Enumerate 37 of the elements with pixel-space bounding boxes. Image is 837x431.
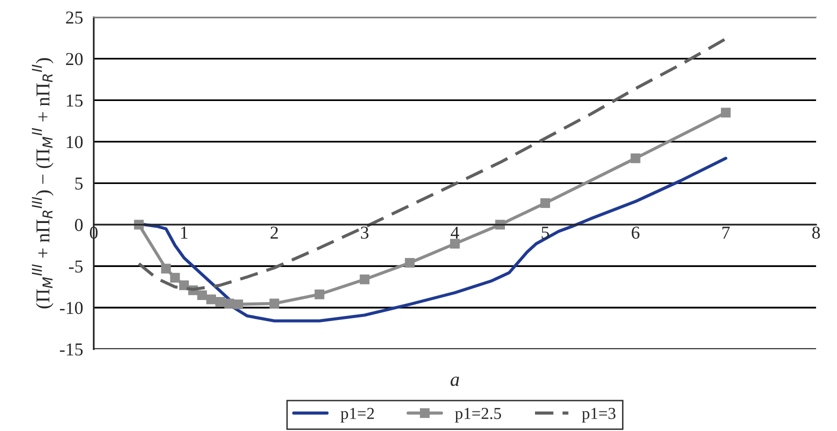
x-tick-label: 4 [450,226,460,239]
point [215,296,226,307]
x-tick-label: 8 [812,226,820,239]
y-tick-label: 25 [66,12,83,24]
y-tick-label: -5 [68,260,83,273]
x-tick-label: 1 [181,226,188,239]
point [720,108,731,118]
point [630,153,640,164]
point [360,274,370,284]
x-tick-label: 6 [632,226,640,239]
point [404,258,415,268]
y-tick-label: 5 [75,178,83,190]
point [206,294,216,304]
text: (Π$_{M}$$^{III}$ + nΠ$_{R}$$^{III}$) − (Π$_{M}$$^{II}$ + nΠ$_{R}$$^{II}$) [32,58,54,308]
point [224,298,234,308]
point [233,299,244,310]
point [450,238,460,249]
x-tick-label: 7 [722,226,730,239]
y-tick-label: 20 [66,52,83,66]
point [170,272,180,283]
legend-label: p1=2.5 [455,408,502,422]
y-tick-label: 10 [66,136,83,148]
x-tick-label: 2 [270,226,278,239]
y-tick-label: 15 [66,94,83,107]
y-tick-label: -15 [60,343,83,356]
legend-label: p1=2 [340,408,374,422]
point [540,198,550,208]
point [269,298,280,308]
x-tick-label: 3 [360,226,368,239]
x-tick-label: 5 [542,226,550,239]
legend-label: p1=3 [582,408,616,422]
point [314,289,324,300]
y-tick-label: -10 [60,302,83,314]
point [161,264,171,274]
x-axis-title: a [450,376,460,386]
point [197,290,207,300]
point [179,280,189,290]
